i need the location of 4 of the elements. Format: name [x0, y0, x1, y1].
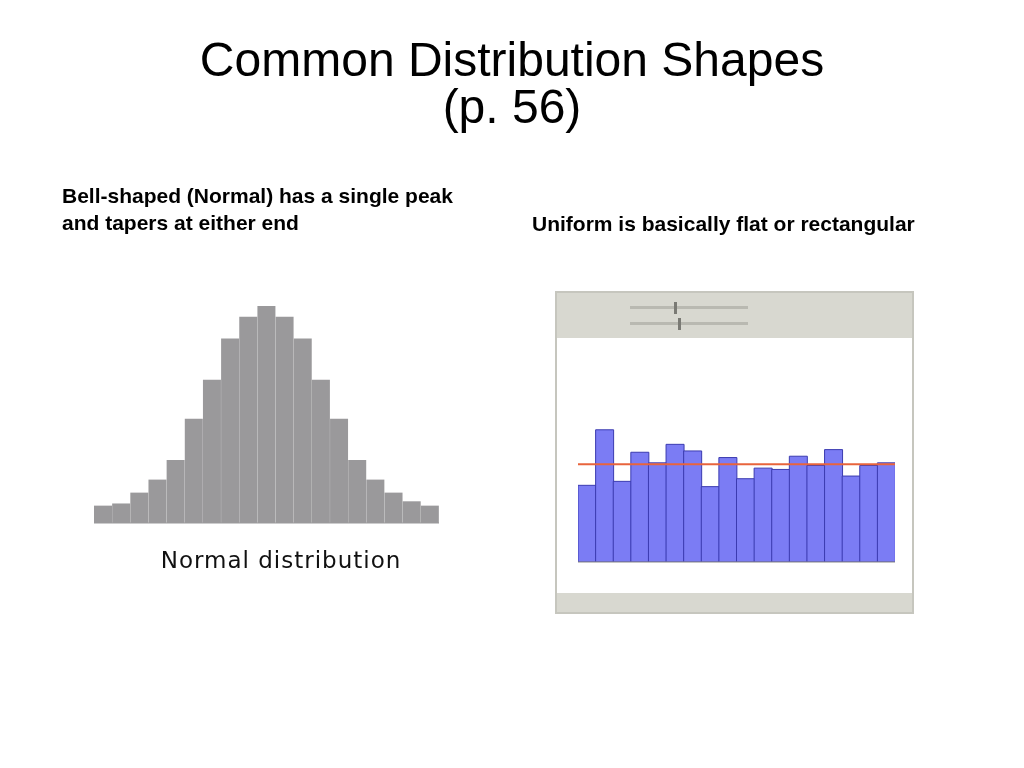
x-axis-title: Normal distribution: [159, 547, 403, 575]
chart-title: Uniform is basically flat or rectangular: [532, 211, 916, 237]
text: Common Distribution Shapes (p. 56): [198, 33, 826, 134]
chart-title: Bell-shaped (Normal) has a single peak and tapers at either end: [62, 183, 454, 237]
